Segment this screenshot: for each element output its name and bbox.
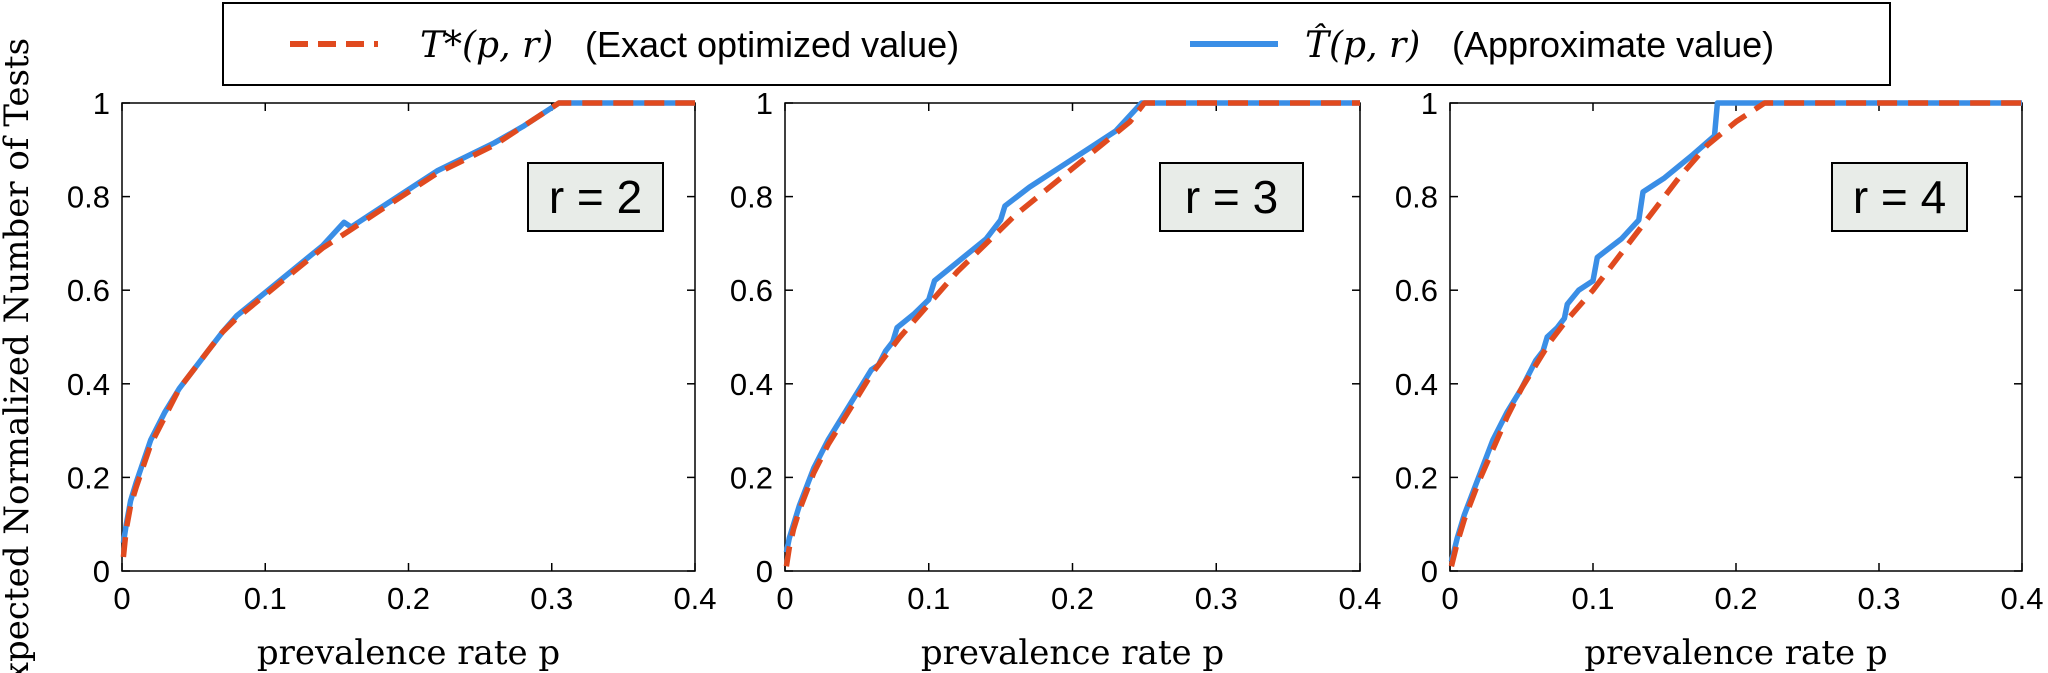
x-tick-label: 0.4	[1338, 581, 1381, 616]
y-tick-label: 0.4	[67, 367, 110, 402]
y-tick-label: 0.6	[1395, 273, 1438, 308]
y-tick-label: 0.2	[730, 460, 773, 495]
legend-exact-symbol: T*(p, r)	[420, 25, 553, 66]
y-tick-label: 0.2	[1395, 460, 1438, 495]
y-tick-label: 0.8	[730, 180, 773, 215]
y-tick-label: 0.6	[67, 273, 110, 308]
chart-panel-1: 0 0.1 0.2 0.3 0.4 0 0.2 0.4 0.6 0.8 1 prevalence ra…	[67, 86, 717, 673]
legend-box	[222, 2, 1891, 86]
chart-panel-2: 0 0.1 0.2 0.3 0.4 0 0.2 0.4 0.6 0.8 1 prevalence ra…	[730, 86, 1382, 673]
y-tick-label: 0	[1421, 554, 1438, 589]
series-exact-line	[783, 100, 1360, 567]
y-tick-label: 0.8	[1395, 180, 1438, 215]
x-tick-label: 0	[776, 581, 793, 616]
x-tick-label: 0.3	[1857, 581, 1900, 616]
annotation-label: r = 4	[1853, 171, 1946, 223]
x-tick-label: 0.3	[530, 581, 573, 616]
y-tick-label: 0.8	[67, 180, 110, 215]
y-tick-label: 0.6	[730, 273, 773, 308]
x-tick-label: 0.4	[2000, 581, 2043, 616]
x-axis-label: prevalence rate p	[1584, 633, 1887, 673]
chart-panel-3: 0 0.1 0.2 0.3 0.4 0 0.2 0.4 0.6 0.8 1 prevalence ra…	[1395, 86, 2044, 673]
x-tick-label: 0.4	[673, 581, 716, 616]
x-tick-label: 0.1	[907, 581, 950, 616]
x-tick-label: 0.2	[387, 581, 430, 616]
y-tick-label: 0.4	[730, 367, 773, 402]
annotation-box	[1159, 162, 1304, 232]
x-axis-label: prevalence rate p	[921, 633, 1224, 673]
series-exact-line	[1448, 100, 2022, 567]
x-tick-label: 0	[113, 581, 130, 616]
annotation-label: r = 3	[1185, 171, 1278, 223]
y-tick-label: 1	[93, 86, 110, 121]
panels: 0 0.1 0.2 0.3 0.4 0 0.2 0.4 0.6 0.8 1 prevalence ra…	[67, 86, 2044, 673]
y-tick-label: 0.2	[67, 460, 110, 495]
legend: T*(p, r) (Exact optimized value) T̂(p, r…	[222, 2, 1891, 86]
x-tick-label: 0	[1441, 581, 1458, 616]
series-approx-line	[1448, 100, 2022, 563]
y-tick-label: 1	[756, 86, 773, 121]
annotation-box	[527, 162, 664, 232]
legend-exact-label: (Exact optimized value)	[585, 24, 959, 65]
y-tick-label: 0	[93, 554, 110, 589]
x-axis-label: prevalence rate p	[257, 633, 560, 673]
x-tick-label: 0.1	[244, 581, 287, 616]
y-tick-label: 1	[1421, 86, 1438, 121]
legend-approx-symbol: T̂(p, r)	[1305, 23, 1420, 66]
x-tick-label: 0.2	[1051, 581, 1094, 616]
series-exact-line	[120, 100, 695, 558]
annotation-label: r = 2	[549, 171, 642, 223]
x-tick-label: 0.1	[1571, 581, 1614, 616]
y-tick-label: 0.4	[1395, 367, 1438, 402]
x-tick-label: 0.3	[1195, 581, 1238, 616]
legend-approx-label: (Approximate value)	[1452, 24, 1774, 65]
y-axis-label: Expected Normalized Number of Tests	[0, 38, 37, 673]
y-tick-label: 0	[756, 554, 773, 589]
annotation-box	[1831, 162, 1968, 232]
x-tick-label: 0.2	[1714, 581, 1757, 616]
